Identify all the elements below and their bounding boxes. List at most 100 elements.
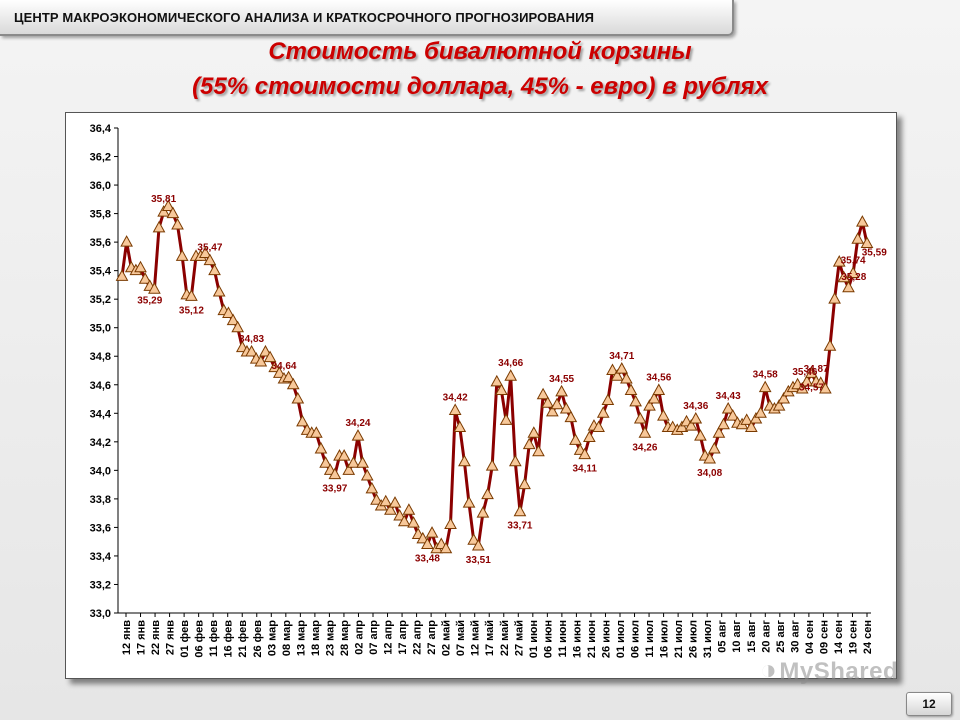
data-point <box>347 456 360 468</box>
data-point <box>657 409 670 421</box>
x-tick-label: 08 мар <box>281 620 293 656</box>
data-point <box>365 481 379 494</box>
x-tick-label: 24 сен <box>862 620 874 654</box>
data-point <box>550 397 564 410</box>
data-point <box>231 320 245 333</box>
x-tick-label: 22 апр <box>412 620 424 655</box>
x-tick-label: 17 май <box>484 620 496 656</box>
x-tick-label: 02 май <box>441 620 453 656</box>
data-point <box>624 383 638 395</box>
y-tick-label: 36,2 <box>90 152 111 164</box>
x-tick-label: 18 мар <box>310 620 322 656</box>
x-tick-label: 25 авг <box>775 620 787 653</box>
data-label: 34,64 <box>271 361 296 372</box>
x-tick-label: 22 май <box>499 620 511 656</box>
data-label: 34,08 <box>697 468 722 479</box>
data-point <box>564 410 578 423</box>
data-point <box>684 419 698 431</box>
data-point <box>749 411 763 424</box>
x-tick-label: 01 июн <box>528 620 540 658</box>
watermark: ◑MyShared <box>760 654 898 686</box>
data-point <box>559 401 573 414</box>
data-label: 35,28 <box>841 272 866 283</box>
data-point <box>652 383 666 395</box>
y-tick-label: 34,4 <box>90 408 112 420</box>
data-point <box>578 447 592 460</box>
data-point <box>814 376 828 388</box>
data-label: 34,55 <box>549 374 574 385</box>
y-tick-label: 35,6 <box>90 237 111 249</box>
data-point <box>157 205 170 217</box>
y-tick-label: 34,0 <box>90 465 111 477</box>
x-tick-label: 16 июл <box>659 620 671 658</box>
data-label: 35,74 <box>841 256 866 267</box>
y-tick-label: 34,6 <box>90 380 111 392</box>
data-point <box>620 372 633 384</box>
chart-subtitle: (55% стоимости доллара, 45% - евро) в ру… <box>192 73 768 100</box>
data-point <box>740 413 754 425</box>
data-point <box>212 285 226 297</box>
x-tick-label: 01 фев <box>179 620 191 658</box>
data-point <box>328 467 342 480</box>
y-tick-label: 34,2 <box>90 437 111 449</box>
data-point <box>166 206 180 219</box>
data-point <box>198 246 212 259</box>
data-point <box>393 508 406 521</box>
data-point <box>828 292 841 304</box>
data-point <box>388 496 402 508</box>
data-label: 33,48 <box>415 554 440 565</box>
data-point <box>606 363 619 375</box>
data-point <box>296 414 309 427</box>
watermark-logo-icon: ◑ <box>760 654 778 685</box>
data-point <box>707 441 721 454</box>
data-point <box>726 409 740 421</box>
data-point <box>263 350 277 363</box>
data-label: 34,58 <box>753 370 778 381</box>
x-tick-label: 02 апр <box>353 620 365 655</box>
data-point <box>485 459 499 471</box>
data-point <box>397 514 411 527</box>
data-point <box>342 463 356 475</box>
data-point <box>259 344 272 357</box>
data-point <box>508 454 522 467</box>
data-point <box>754 406 767 418</box>
data-point <box>268 360 282 373</box>
y-tick-label: 33,6 <box>90 522 111 534</box>
data-point <box>518 477 531 490</box>
data-point <box>462 496 476 508</box>
x-tick-label: 11 июл <box>644 620 656 658</box>
data-point <box>337 449 351 461</box>
data-label: 34,87 <box>804 364 829 375</box>
x-tick-label: 04 сен <box>804 620 816 654</box>
chart-title: Стоимость бивалютной корзины <box>268 38 692 65</box>
x-tick-label: 21 июл <box>673 620 685 658</box>
data-point <box>758 380 772 393</box>
data-point <box>138 272 152 284</box>
data-point <box>800 374 814 387</box>
data-label: 34,26 <box>632 442 657 453</box>
data-label: 35,47 <box>197 243 222 254</box>
data-point <box>675 420 689 433</box>
data-point <box>837 270 851 283</box>
data-point <box>596 406 610 418</box>
x-tick-label: 12 апр <box>383 620 395 655</box>
x-tick-label: 11 фев <box>208 620 220 657</box>
x-tick-label: 19 сен <box>847 620 859 654</box>
data-point <box>226 313 240 326</box>
x-tick-label: 06 июн <box>542 620 554 658</box>
data-point <box>689 411 703 424</box>
x-tick-label: 07 май <box>455 620 467 656</box>
data-point <box>458 454 471 467</box>
data-point <box>490 374 504 387</box>
data-point <box>846 266 860 278</box>
y-tick-label: 33,0 <box>90 608 111 620</box>
data-point <box>360 469 374 481</box>
y-tick-label: 34,8 <box>90 351 111 363</box>
data-point <box>819 382 832 394</box>
x-tick-label: 27 апр <box>426 620 438 655</box>
y-tick-label: 35,4 <box>90 266 112 278</box>
data-point <box>856 215 869 227</box>
data-point <box>823 339 837 351</box>
data-point <box>777 391 791 404</box>
data-point <box>721 401 735 414</box>
